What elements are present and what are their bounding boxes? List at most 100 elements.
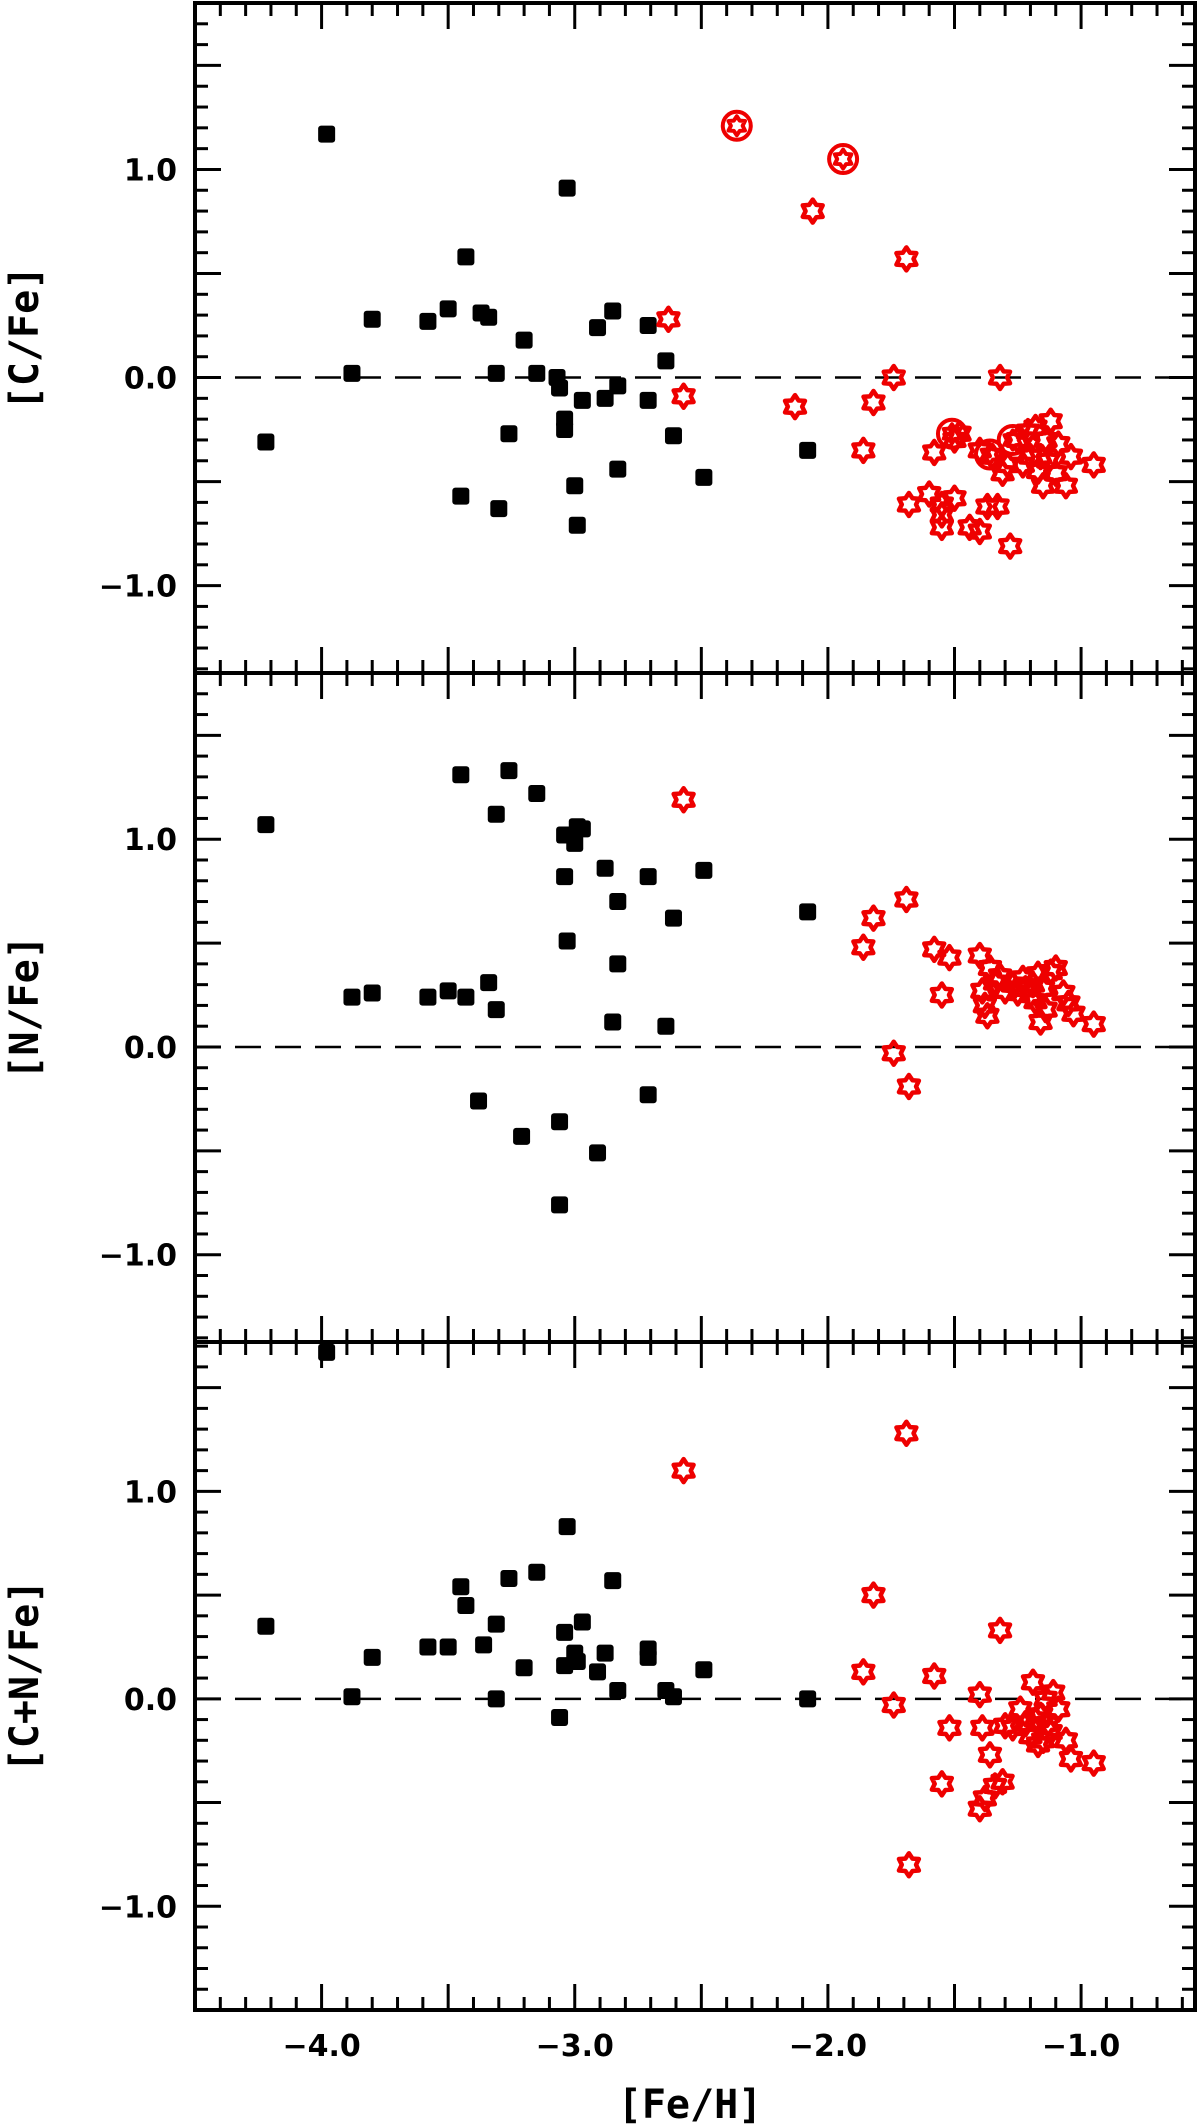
red-star-point <box>894 1419 919 1448</box>
black-square-point <box>556 868 574 886</box>
red-star-point <box>896 1072 922 1101</box>
red-star-point <box>997 532 1023 560</box>
red-circled-star-point <box>979 443 1001 467</box>
black-square-point <box>639 1086 657 1104</box>
red-star-point <box>972 991 998 1020</box>
x-tick-label: −1.0 <box>1042 2029 1120 2064</box>
black-square-point <box>490 500 508 518</box>
red-circled-star-point <box>1002 428 1023 452</box>
black-square-point <box>551 1113 569 1131</box>
black-square-point <box>452 487 470 505</box>
black-square-point <box>604 1013 622 1031</box>
x-axis-label: [Fe/H] <box>618 2082 763 2128</box>
black-square-point <box>457 248 475 266</box>
black-square-point <box>695 861 713 879</box>
black-square-point <box>515 1659 533 1677</box>
black-square-point <box>500 762 518 780</box>
black-square-point <box>343 1688 361 1706</box>
black-square-point <box>799 1690 817 1708</box>
red-star-point <box>990 1768 1015 1796</box>
black-square-point <box>419 312 437 330</box>
black-square-point <box>487 1690 505 1708</box>
red-star-point <box>1033 1685 1058 1713</box>
panel-1: 1.0 0.0 −1.0 [C/Fe] <box>2 1 1197 675</box>
black-square-point <box>566 477 584 495</box>
red-star-point <box>1038 1718 1063 1746</box>
red-star-point <box>922 935 947 964</box>
y-tick-label: 1.0 <box>124 153 177 188</box>
red-circled-star-ring <box>996 423 1029 456</box>
red-star-point <box>671 1456 696 1485</box>
red-star-point <box>1081 451 1106 479</box>
y-tick-label: −1.0 <box>99 1239 177 1274</box>
red-star-point <box>656 305 681 334</box>
red-star-point <box>1043 459 1068 487</box>
black-square-point <box>657 352 675 370</box>
panels-layer: 1.0 0.0 −1.0 [C/Fe] 1.0 0.0 −1.0 [N/Fe] 1.0 0.0 −1… <box>2 1 1197 2064</box>
black-square-point <box>556 1623 574 1641</box>
black-square-point <box>551 1196 569 1214</box>
black-square-point <box>480 308 498 326</box>
black-square-point <box>596 859 614 877</box>
black-square-point <box>609 460 627 478</box>
red-star-point <box>1051 979 1076 1007</box>
red-circled-star-ring <box>935 417 968 450</box>
black-square-point <box>480 974 498 992</box>
red-star-point <box>671 785 696 814</box>
red-star-point <box>894 245 919 273</box>
red-star-point <box>972 1784 998 1813</box>
black-square-point <box>500 1569 518 1587</box>
black-square-point <box>452 1578 470 1596</box>
red-star-point <box>851 1658 876 1686</box>
black-square-point <box>639 868 657 886</box>
red-star-point <box>800 197 825 225</box>
red-star-point <box>916 480 942 508</box>
red-circled-star-ring <box>973 438 1006 471</box>
red-star-point <box>1043 954 1068 982</box>
black-square-point <box>487 1615 505 1633</box>
black-square-point <box>487 805 505 823</box>
red-star-point <box>982 1772 1008 1800</box>
black-square-point <box>452 766 470 784</box>
black-square-point <box>363 1648 381 1666</box>
y-tick-label: 1.0 <box>124 823 177 858</box>
black-square-point <box>639 391 657 409</box>
red-star-point <box>1033 995 1058 1024</box>
black-square-point <box>573 820 591 838</box>
black-square-point <box>257 816 275 834</box>
red-star-point <box>1000 1714 1025 1742</box>
red-star-point <box>1038 958 1063 986</box>
y-tick-label: −1.0 <box>99 1890 177 1925</box>
y-tick-label: 1.0 <box>124 1475 177 1510</box>
black-square-point <box>343 988 361 1006</box>
black-square-point <box>439 982 457 1000</box>
black-square-point <box>604 1572 622 1590</box>
red-star-point <box>1056 989 1081 1018</box>
red-star-point <box>861 1581 886 1609</box>
black-square-point <box>589 1144 607 1162</box>
x-tick-label: −3.0 <box>536 2029 614 2064</box>
black-square-point <box>589 319 607 337</box>
black-square-point <box>695 1661 713 1679</box>
black-square-point <box>457 988 475 1006</box>
black-square-point <box>799 441 817 459</box>
black-square-point <box>556 421 574 439</box>
y-tick-label: 0.0 <box>124 1683 177 1718</box>
black-square-point <box>528 364 546 382</box>
red-star-point <box>967 941 993 970</box>
black-square-point <box>664 1688 682 1706</box>
red-star-point <box>975 492 1000 521</box>
black-square-point <box>257 1617 275 1635</box>
y-tick-label: −1.0 <box>99 570 177 605</box>
red-star-point <box>977 1741 1003 1769</box>
black-square-point <box>551 1708 569 1726</box>
black-square-point <box>318 125 336 143</box>
red-star-point <box>929 513 955 542</box>
red-circled-star-point <box>832 147 854 171</box>
red-star-point <box>851 933 876 961</box>
red-star-point <box>985 492 1010 521</box>
red-star-point <box>987 363 1013 392</box>
red-circled-star-ring <box>827 143 860 176</box>
red-star-point <box>975 1002 1000 1030</box>
